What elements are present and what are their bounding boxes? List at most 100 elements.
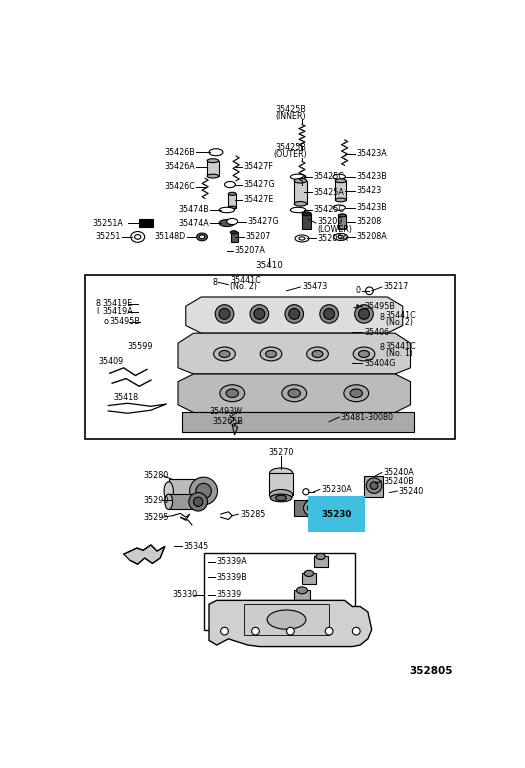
Circle shape: [289, 309, 300, 319]
Circle shape: [352, 627, 360, 635]
Polygon shape: [209, 601, 372, 647]
Text: 35474A: 35474A: [178, 219, 209, 227]
Text: 35423A: 35423A: [356, 149, 387, 158]
Ellipse shape: [290, 207, 306, 213]
Ellipse shape: [294, 178, 307, 183]
Ellipse shape: [260, 347, 282, 361]
Bar: [228, 194, 236, 207]
Circle shape: [189, 492, 207, 511]
Ellipse shape: [228, 192, 236, 195]
Text: 35495B: 35495B: [364, 302, 395, 311]
Ellipse shape: [353, 347, 375, 361]
Ellipse shape: [207, 159, 219, 163]
Ellipse shape: [134, 234, 141, 239]
Circle shape: [370, 482, 378, 489]
Ellipse shape: [219, 220, 235, 227]
Text: 35208: 35208: [356, 217, 382, 226]
Ellipse shape: [338, 235, 343, 238]
Circle shape: [285, 305, 303, 323]
Text: 35230: 35230: [321, 510, 352, 518]
Text: •: •: [355, 302, 360, 311]
Ellipse shape: [200, 235, 205, 239]
Text: 35426B: 35426B: [164, 147, 195, 157]
Bar: [169, 479, 204, 502]
Circle shape: [326, 627, 333, 635]
Text: 35441C: 35441C: [386, 311, 416, 320]
Text: 35280: 35280: [143, 471, 169, 480]
Circle shape: [308, 504, 315, 511]
Text: 35481-30080: 35481-30080: [341, 412, 394, 422]
Text: 35207A: 35207A: [235, 247, 266, 255]
Circle shape: [359, 309, 370, 319]
Text: 35425C: 35425C: [313, 206, 344, 214]
Ellipse shape: [267, 610, 306, 629]
Bar: [294, 591, 310, 602]
Polygon shape: [178, 374, 411, 412]
Bar: [335, 180, 346, 200]
Ellipse shape: [333, 205, 345, 210]
Text: 35427F: 35427F: [244, 162, 274, 171]
Text: 35426C: 35426C: [164, 182, 195, 191]
Text: (LOWER): (LOWER): [318, 225, 352, 233]
Ellipse shape: [302, 212, 311, 216]
Text: 35285: 35285: [240, 510, 265, 518]
Ellipse shape: [226, 389, 238, 398]
Bar: [139, 219, 153, 227]
Ellipse shape: [359, 350, 370, 357]
Ellipse shape: [335, 198, 346, 202]
Text: 35425B: 35425B: [275, 104, 306, 114]
Text: 35419A: 35419A: [102, 307, 133, 316]
Text: 35230A: 35230A: [321, 485, 352, 494]
Bar: [364, 475, 383, 497]
Ellipse shape: [228, 206, 236, 209]
Text: 35419E: 35419E: [102, 300, 132, 309]
Circle shape: [194, 497, 203, 506]
Text: 35339B: 35339B: [217, 573, 247, 582]
Text: 35427G: 35427G: [248, 217, 279, 226]
Ellipse shape: [334, 233, 348, 240]
Ellipse shape: [165, 494, 173, 509]
Text: 35493W: 35493W: [209, 407, 242, 416]
Text: 8: 8: [96, 300, 100, 309]
Circle shape: [287, 627, 294, 635]
Text: I: I: [97, 307, 99, 316]
Circle shape: [219, 309, 230, 319]
Circle shape: [324, 309, 334, 319]
Ellipse shape: [316, 554, 326, 560]
Ellipse shape: [219, 350, 230, 357]
Circle shape: [196, 483, 212, 498]
Text: 35410: 35410: [256, 261, 284, 270]
Ellipse shape: [269, 489, 293, 500]
Text: 35418: 35418: [114, 393, 139, 402]
Ellipse shape: [282, 385, 307, 402]
Bar: [169, 494, 198, 509]
Text: 35240A: 35240A: [383, 468, 414, 477]
Bar: [204, 553, 355, 630]
Text: (INNER): (INNER): [275, 111, 306, 121]
Circle shape: [215, 305, 234, 323]
Text: 35240B: 35240B: [383, 476, 414, 485]
Text: 35495B: 35495B: [110, 317, 141, 326]
Text: 35425C: 35425C: [313, 172, 344, 181]
Text: 35345: 35345: [183, 542, 208, 551]
Text: 35295: 35295: [143, 513, 169, 521]
Text: 35423B: 35423B: [356, 172, 387, 181]
Ellipse shape: [294, 201, 307, 206]
Text: 35217: 35217: [383, 283, 409, 292]
Ellipse shape: [214, 347, 235, 361]
Ellipse shape: [276, 495, 287, 501]
Bar: [302, 214, 311, 229]
Text: 35230B: 35230B: [321, 496, 352, 505]
Bar: [85, 276, 456, 439]
Text: 35423: 35423: [356, 186, 382, 195]
Ellipse shape: [164, 482, 173, 500]
Text: 35148D: 35148D: [154, 233, 186, 241]
Bar: [230, 232, 238, 243]
Text: (OUTER): (OUTER): [274, 150, 307, 159]
Text: 35339: 35339: [217, 591, 242, 600]
Ellipse shape: [297, 587, 308, 594]
Ellipse shape: [344, 385, 369, 402]
Ellipse shape: [295, 235, 309, 242]
Ellipse shape: [333, 174, 345, 180]
Text: 8: 8: [380, 313, 384, 322]
